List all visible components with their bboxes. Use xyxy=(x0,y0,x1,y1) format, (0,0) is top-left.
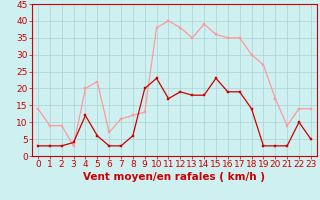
X-axis label: Vent moyen/en rafales ( km/h ): Vent moyen/en rafales ( km/h ) xyxy=(84,172,265,182)
